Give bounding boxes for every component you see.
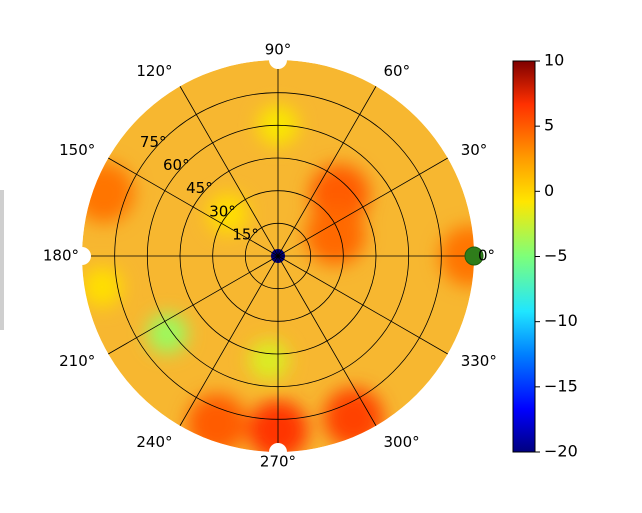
radial-tick-label: 45° xyxy=(186,179,213,197)
angular-tick-label: 0° xyxy=(478,247,495,265)
angular-grid-line xyxy=(179,255,279,426)
edge-marker xyxy=(464,246,484,266)
colorbar-gradient xyxy=(512,60,536,453)
heat-blob xyxy=(82,267,123,308)
angular-tick-label: 330° xyxy=(461,352,497,370)
angular-tick-label: 30° xyxy=(461,141,488,159)
edge-marker xyxy=(269,443,287,461)
angular-grid-line xyxy=(108,157,279,257)
angular-grid-line xyxy=(277,86,377,257)
colorbar-tick-label: −20 xyxy=(544,442,578,461)
colorbar-ticks: 10 5 0 −5 −10 −15 −20 xyxy=(535,51,578,461)
colorbar-tick-label: 10 xyxy=(544,51,564,70)
angular-tick-label: 90° xyxy=(265,41,292,59)
heatmap-disc xyxy=(82,60,474,452)
angular-tick-label: 210° xyxy=(59,352,95,370)
angular-tick-label: 150° xyxy=(59,141,95,159)
heat-blob xyxy=(82,162,135,223)
polar-grid xyxy=(82,60,474,452)
colorbar-tick-label: −10 xyxy=(544,311,578,330)
heat-blob xyxy=(305,205,366,266)
angular-grid-line xyxy=(277,255,377,426)
colorbar: 10 5 0 −5 −10 −15 −20 xyxy=(512,51,578,461)
angular-tick-label: 60° xyxy=(384,62,411,80)
angular-tick-labels: 0° 30° 60° 90° 120° 150° 180° 210° 240° 270° 300° 3… xyxy=(43,41,497,471)
colorbar-tick-label: −5 xyxy=(544,246,568,265)
radial-tick-label: 30° xyxy=(209,202,236,220)
edge-marker xyxy=(73,247,91,265)
colorbar-tick-label: −15 xyxy=(544,376,578,395)
angular-grid-line xyxy=(277,157,448,257)
colorbar-tick-label: 0 xyxy=(544,181,554,200)
radial-tick-label: 75° xyxy=(140,133,167,151)
angular-tick-label: 270° xyxy=(260,453,296,471)
angular-grid-line xyxy=(108,255,279,355)
radial-tick-label: 60° xyxy=(163,156,190,174)
ylabel-fragment xyxy=(0,190,4,330)
heat-blob xyxy=(147,313,188,354)
angular-grid-line xyxy=(179,86,279,257)
heat-blob xyxy=(323,387,384,448)
edge-markers xyxy=(73,51,484,461)
radial-tick-label: 15° xyxy=(232,225,259,243)
heat-blob xyxy=(248,340,289,381)
radial-tick-labels: 15° 30° 45° 60° 75° xyxy=(140,133,259,243)
colorbar-tick-label: 5 xyxy=(544,116,554,135)
angular-tick-label: 300° xyxy=(384,433,420,451)
angular-grid-line xyxy=(277,255,448,355)
angular-tick-label: 240° xyxy=(136,433,172,451)
angular-tick-label: 120° xyxy=(136,62,172,80)
edge-marker xyxy=(269,51,287,69)
heat-blob xyxy=(186,393,247,452)
angular-tick-label: 180° xyxy=(43,247,79,265)
